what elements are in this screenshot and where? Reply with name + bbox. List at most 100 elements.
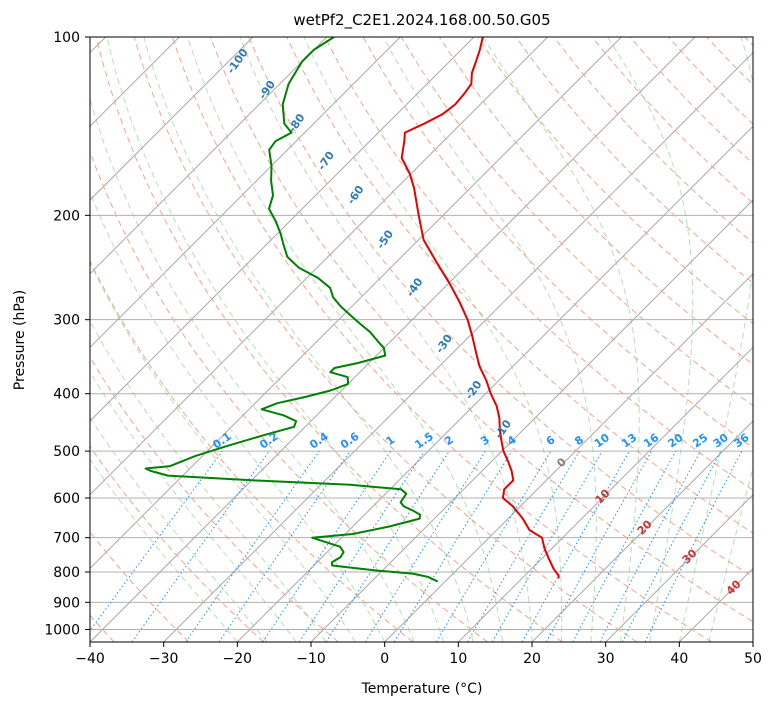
mixing-ratio-label: 0.6 [338,430,362,452]
dry-adiabat [744,37,753,47]
x-tick-label: 0 [380,651,389,667]
y-tick-label: 200 [53,208,80,224]
y-tick-label: 300 [53,313,80,329]
moist-adiabat [90,320,327,642]
mixing-ratio-label: 16 [641,431,661,451]
isotherm [384,272,753,642]
mixing-ratio-line [545,450,653,642]
mixing-ratio-label: 10 [592,431,612,451]
mixing-ratio-line [218,450,351,642]
dry-adiabat [133,37,638,642]
y-tick-label: 600 [53,491,80,507]
dry-adiabat [591,37,753,204]
dewpoint-line [144,37,439,583]
isotherm [752,641,753,642]
moist-adiabat-label: 0 [554,455,569,470]
mixing-ratio-line [364,450,486,642]
dry-adiabat [706,37,753,86]
dry-adiabat [90,356,339,642]
mixing-ratio-line [393,450,513,642]
mixing-ratio-line [572,450,677,642]
x-tick-label: 20 [523,651,541,667]
temperature-line [400,37,560,579]
moist-adiabat [90,458,238,642]
dry-adiabat [668,37,753,125]
x-tick-label: 10 [449,651,467,667]
dry-adiabat-label: -30 [433,332,455,356]
moist-adiabat-label: 30 [680,546,700,566]
mixing-ratio-label: 1 [384,433,398,448]
x-axis-label: Temperature (°C) [361,681,483,697]
dry-adiabat [95,37,563,642]
isotherm [531,420,753,642]
mixing-ratio-label: 0.2 [257,430,280,452]
dry-adiabat [171,37,712,642]
y-tick-label: 800 [53,565,80,581]
x-tick-label: −40 [75,651,105,667]
line-labels: 0.1 0.2 0.4 0.6 1 1.5 2 3 4 6 8 10 13 16 20 25 30 36-100-… [210,46,751,598]
mixing-ratio-label: 1.5 [412,430,435,452]
dry-adiabat [210,37,753,623]
x-tick-label: 50 [744,651,762,667]
dry-adiabat-label: -80 [286,111,308,135]
x-axis: −40 −30 −20 −10 0 10 20 30 40 50 [75,642,762,667]
isotherm [90,37,475,422]
dry-adiabat-label: -50 [374,227,396,251]
moist-adiabat [90,97,415,642]
dry-adiabat [90,531,190,642]
isotherm [90,37,254,201]
mixing-ratio-line [131,450,270,642]
moist-adiabat [90,370,297,642]
y-tick-label: 900 [53,595,80,611]
moist-adiabat [382,37,597,642]
y-axis: 100 200 300 400 500 600 700 800 900 1000 [44,30,90,638]
dry-adiabat [515,37,753,284]
background-lines [90,37,753,642]
isotherm [163,51,753,642]
moist-adiabat [303,37,563,642]
isotherm [236,125,753,642]
sounding-profiles [144,37,560,583]
mixing-ratio-line [644,450,743,642]
mixing-ratio-label: 0.1 [210,430,233,452]
isotherm [310,199,753,642]
moist-adiabat [708,466,753,642]
dry-adiabat-label: -70 [315,149,337,173]
dry-adiabat-label: -90 [256,78,278,102]
mixing-ratio-label: 30 [711,431,731,451]
mixing-ratio-label: 3 [478,433,492,448]
isotherm [605,493,753,642]
moist-adiabat [90,190,386,642]
moist-adiabat [90,261,356,642]
y-axis-label: Pressure (hPa) [12,290,28,390]
isotherm [457,346,753,642]
dry-adiabat-label: -60 [345,183,367,207]
x-tick-label: −20 [223,651,253,667]
isotherm [90,37,401,349]
mixing-ratio-label: 6 [544,433,558,448]
dry-adiabat [90,259,414,642]
moist-adiabat [678,37,753,642]
mixing-ratio-label: 0.4 [307,430,331,452]
dry-adiabat [90,445,264,642]
moist-adiabat-label: 20 [635,517,655,537]
dry-adiabat [90,150,488,642]
chart-title: wetPf2_C2E1.2024.168.00.50.G05 [293,11,550,30]
moist-adiabat [187,37,503,642]
mixing-ratio-line [262,450,392,642]
y-tick-label: 400 [53,387,80,403]
x-tick-label: −10 [296,651,326,667]
moist-adiabat [143,37,474,642]
x-tick-label: 30 [597,651,615,667]
dry-adiabat [286,37,753,534]
y-tick-label: 500 [53,444,80,460]
mixing-ratio-line [467,450,580,642]
y-tick-label: 1000 [44,622,80,638]
moist-adiabat [482,37,640,642]
dry-adiabat [553,37,753,244]
plot-frame [89,36,754,643]
moist-adiabat [106,37,445,642]
y-tick-label: 100 [53,30,80,46]
isotherm [90,37,696,642]
mixing-ratio-line [90,450,223,632]
